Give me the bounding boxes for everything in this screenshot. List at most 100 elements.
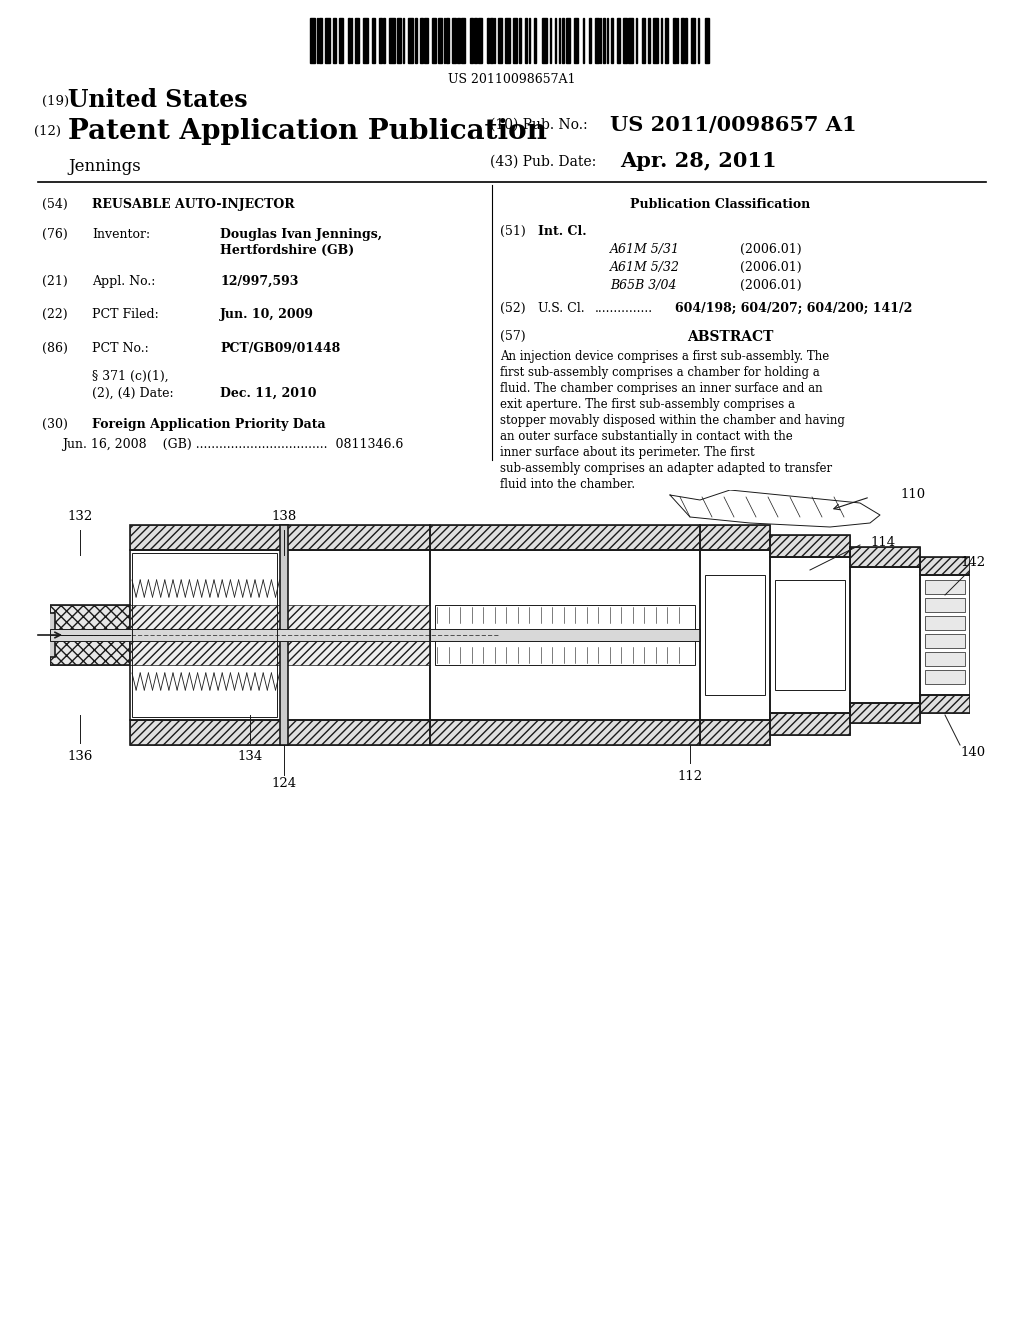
Bar (50, 605, 130, 665)
Text: Jun. 10, 2009: Jun. 10, 2009 (220, 308, 314, 321)
Bar (443, 18, 445, 63)
Text: A61M 5/32: A61M 5/32 (610, 261, 680, 275)
Bar (542, 18, 547, 63)
Text: REUSABLE AUTO-INJECTOR: REUSABLE AUTO-INJECTOR (92, 198, 295, 211)
Bar (487, 18, 488, 63)
Bar (628, 18, 633, 63)
Text: (22): (22) (42, 308, 68, 321)
Text: Jun. 16, 2008    (GB) ..................................  0811346.6: Jun. 16, 2008 (GB) .....................… (62, 438, 403, 451)
Bar (446, 18, 450, 63)
Bar (600, 18, 601, 63)
Text: 114: 114 (870, 536, 895, 549)
Bar (550, 18, 551, 63)
Text: (21): (21) (42, 275, 68, 288)
Bar (705, 576, 765, 696)
Bar (610, 18, 613, 63)
Bar (920, 557, 970, 576)
Bar (420, 18, 423, 63)
Bar (528, 18, 529, 63)
Text: Inventor:: Inventor: (92, 228, 151, 242)
Bar (850, 704, 920, 723)
Text: 142: 142 (961, 557, 985, 569)
Text: (76): (76) (42, 228, 68, 242)
Text: (12): (12) (34, 125, 61, 139)
Bar (438, 18, 442, 63)
Text: 124: 124 (271, 777, 297, 789)
Text: PCT Filed:: PCT Filed: (92, 308, 159, 321)
Bar (623, 18, 627, 63)
Bar (505, 18, 510, 63)
Bar (705, 18, 709, 63)
Text: 604/198; 604/207; 604/200; 141/2: 604/198; 604/207; 604/200; 141/2 (675, 302, 912, 315)
Bar (648, 18, 650, 63)
Bar (490, 18, 493, 63)
Bar (617, 18, 620, 63)
Bar (130, 605, 430, 634)
Text: ...............: ............... (595, 302, 653, 315)
Bar (770, 535, 850, 557)
Bar (850, 704, 920, 723)
Bar (603, 18, 605, 63)
Bar (50, 638, 130, 665)
Bar (925, 634, 965, 648)
Bar (673, 18, 676, 63)
Text: Apr. 28, 2011: Apr. 28, 2011 (620, 150, 776, 172)
Bar (478, 18, 482, 63)
Bar (316, 18, 317, 63)
Bar (430, 719, 700, 744)
Text: (51): (51) (500, 224, 525, 238)
Bar (50, 630, 430, 642)
Text: Patent Application Publication: Patent Application Publication (68, 117, 547, 145)
Text: PCT/GB09/01448: PCT/GB09/01448 (220, 342, 340, 355)
Text: stopper movably disposed within the chamber and having: stopper movably disposed within the cham… (500, 414, 845, 426)
Bar (362, 18, 369, 63)
Bar (310, 18, 315, 63)
Bar (383, 18, 385, 63)
Bar (925, 598, 965, 612)
Text: Appl. No.:: Appl. No.: (92, 275, 156, 288)
Text: (30): (30) (42, 418, 68, 432)
Bar (132, 553, 278, 717)
Bar (770, 713, 850, 735)
Bar (555, 18, 556, 63)
Bar (662, 18, 663, 63)
Bar (408, 18, 414, 63)
Bar (348, 18, 350, 63)
Bar (130, 550, 430, 719)
Bar (642, 18, 645, 63)
Bar (495, 18, 496, 63)
Bar (775, 579, 845, 690)
Bar (435, 605, 695, 665)
Text: US 20110098657A1: US 20110098657A1 (449, 73, 575, 86)
Bar (850, 568, 920, 704)
Bar (430, 630, 700, 642)
Bar (130, 638, 430, 665)
Bar (565, 18, 569, 63)
Text: (19): (19) (42, 95, 70, 108)
Text: inner surface about its perimeter. The first: inner surface about its perimeter. The f… (500, 446, 755, 459)
Bar (920, 557, 970, 576)
Bar (770, 535, 850, 557)
Bar (130, 525, 430, 550)
Bar (351, 18, 352, 63)
Text: (43) Pub. Date:: (43) Pub. Date: (490, 154, 596, 169)
Bar (402, 18, 404, 63)
Bar (130, 525, 430, 550)
Text: 132: 132 (68, 510, 92, 523)
Bar (700, 525, 770, 550)
Bar (373, 18, 375, 63)
Text: (86): (86) (42, 342, 68, 355)
Text: An injection device comprises a first sub-assembly. The: An injection device comprises a first su… (500, 350, 829, 363)
Text: (2), (4) Date:: (2), (4) Date: (92, 387, 174, 400)
Bar (45, 612, 55, 657)
Bar (430, 525, 700, 550)
Text: (52): (52) (500, 302, 525, 315)
Bar (559, 18, 560, 63)
Bar (700, 525, 770, 550)
Bar (519, 18, 520, 63)
Bar (700, 550, 770, 719)
Bar (355, 18, 359, 63)
Bar (130, 719, 430, 744)
Bar (470, 18, 473, 63)
Bar (415, 18, 418, 63)
